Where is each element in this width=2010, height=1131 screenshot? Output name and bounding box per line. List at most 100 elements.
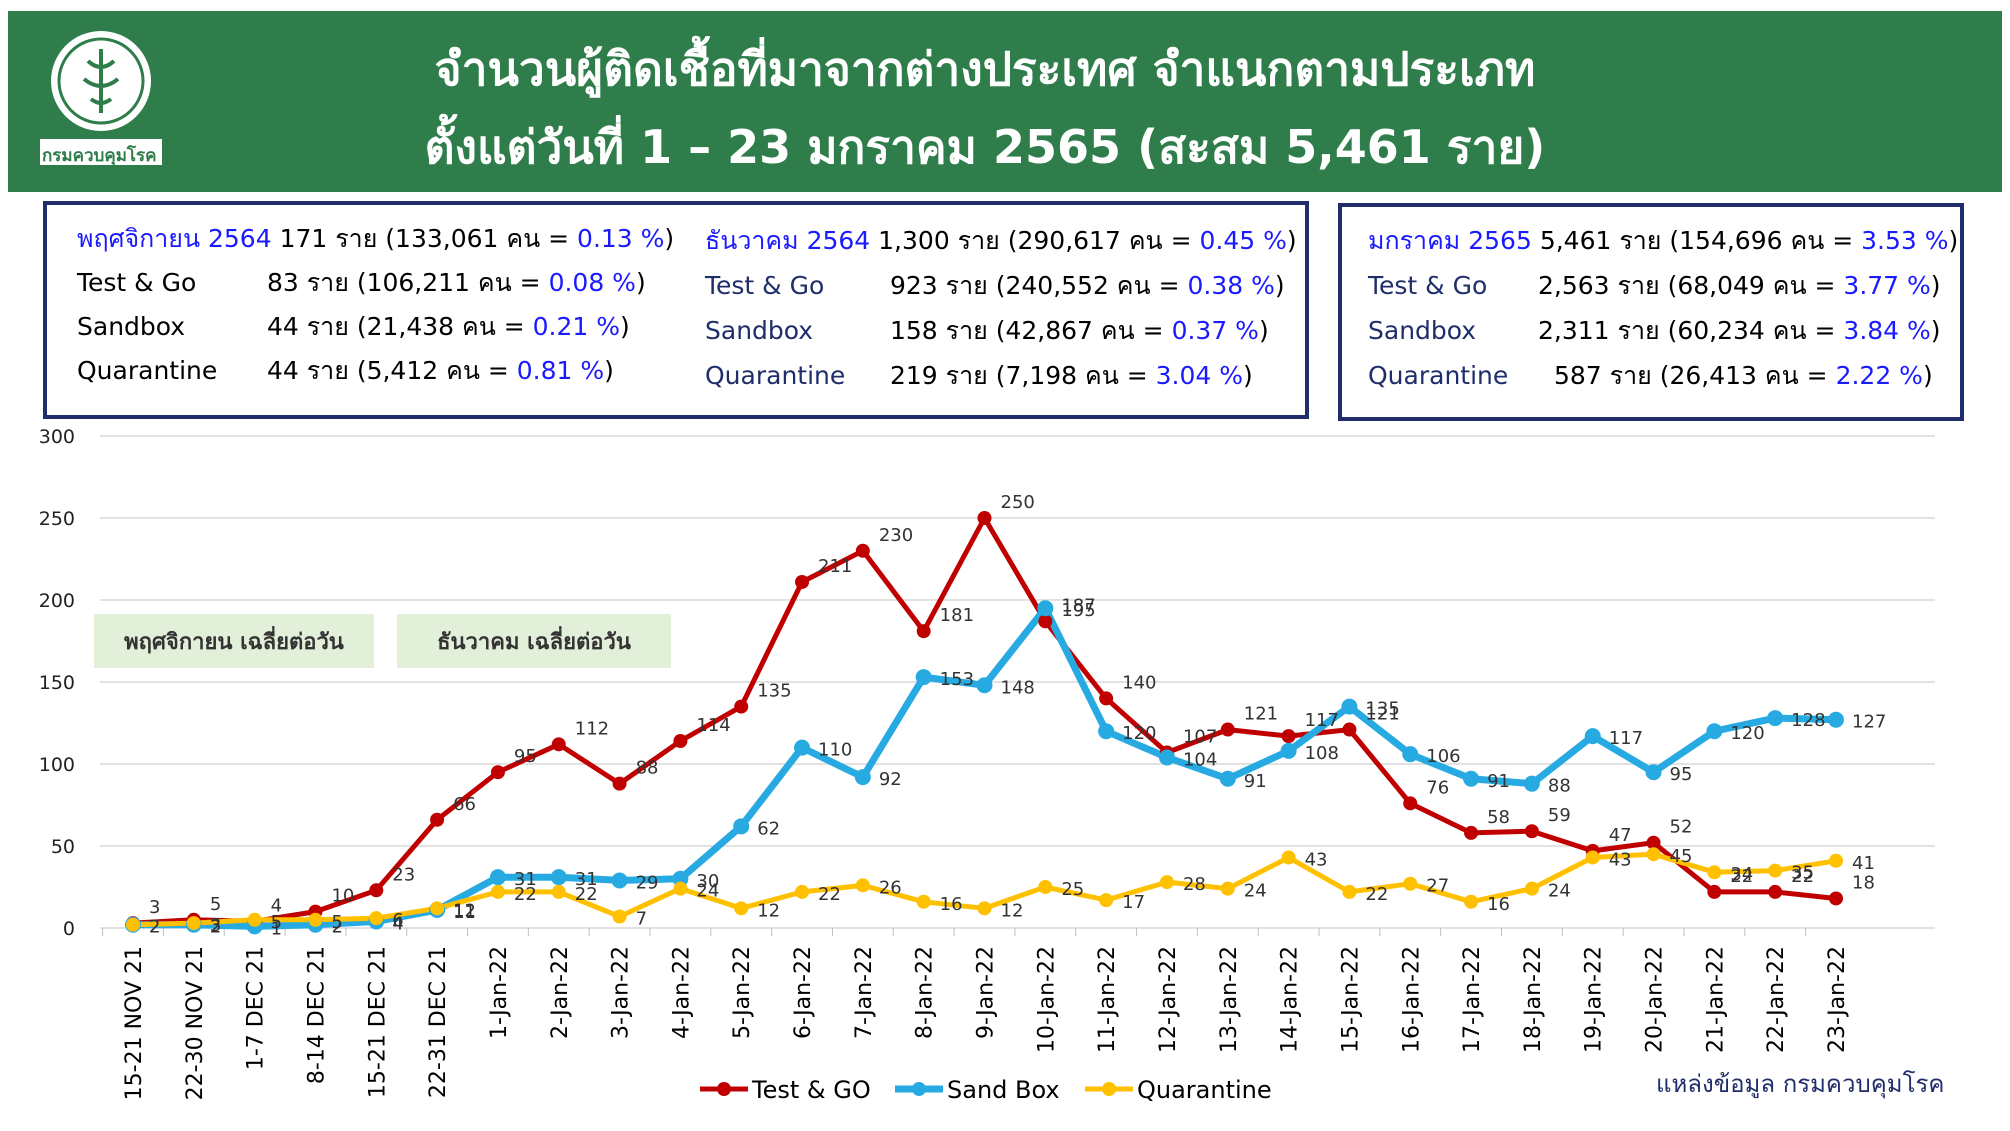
data-point [308,912,323,927]
data-label: 121 [1365,704,1399,725]
data-point [1706,723,1723,740]
data-label: 107 [1183,727,1217,748]
data-point [977,901,992,916]
data-point [1403,876,1418,891]
y-tick-labels: 0 50 100 150 200 250 300 [39,426,75,940]
data-point [430,901,445,916]
row-value: 83 ราย (106,211 คน = [267,268,549,297]
page-title-line1: จำนวนผู้ติดเชื้อที่มาจากต่างประเทศ จำแนก… [434,42,1536,96]
data-label: 34 [1730,864,1753,885]
data-point [734,699,749,714]
data-label: 16 [1487,894,1510,915]
row-label: Test & Go [77,268,197,297]
data-label: 1 [271,918,282,939]
data-point [1463,770,1480,787]
data-source-note: แหล่งข้อมูล กรมควบคุมโรค [1656,1070,1945,1098]
x-tick-label: 9-Jan-22 [974,946,999,1039]
data-label: 16 [940,894,963,915]
data-point [1646,835,1661,850]
row-label: Test & Go [1368,271,1488,300]
data-label: 3 [210,915,221,936]
data-label: 59 [1548,805,1571,826]
data-label: 5 [271,912,282,933]
data-label: 12 [453,900,476,921]
data-label: 22 [575,884,598,905]
row-value: 219 ราย (7,198 คน = [890,361,1156,390]
data-label: 66 [453,794,476,815]
legend-marker [1102,1082,1116,1096]
data-label: 41 [1852,853,1875,874]
row-value: 2,311 ราย (60,234 คน = [1538,316,1844,345]
data-label: 250 [1001,492,1035,513]
row-pct: 0.08 % [548,268,636,297]
data-point [1523,775,1540,792]
data-point [126,917,140,932]
row-value: 2,563 ราย (68,049 คน = [1538,271,1844,300]
data-label: 24 [696,881,719,902]
data-point [1646,847,1661,862]
x-tick-label: 1-7 DEC 21 [244,946,269,1070]
x-tick-label: 20-Jan-22 [1643,946,1668,1053]
dec-total-value: 1,300 ราย (290,617 คน = [878,226,1200,255]
close-paren: ) [604,356,614,385]
x-tick-label: 8-14 DEC 21 [304,946,329,1084]
data-point [1099,691,1114,706]
data-point [1038,614,1053,629]
data-label: 3 [149,897,160,918]
page-title-line2: ตั้งแต่วันที่ 1 – 23 มกราคม 2565 (สะสม 5… [424,120,1546,174]
data-label: 95 [1670,764,1693,785]
data-label: 120 [1122,723,1156,744]
y-tick-label: 300 [39,426,75,448]
data-label: 135 [757,681,791,702]
y-tick-label: 250 [39,508,75,530]
stats-box-jan: มกราคม 2565 5,461 ราย (154,696 คน = 3.53… [1338,203,1964,421]
row-label: Quarantine [77,356,218,385]
data-point [430,812,445,827]
logo-caption: กรมควบคุมโรค [42,146,157,166]
data-label: 22 [1730,866,1753,887]
row-pct: 2.22 % [1835,361,1923,390]
row-value: 923 ราย (240,552 คน = [890,271,1188,300]
close-paren: ) [1930,271,1941,300]
x-tick-label: 13-Jan-22 [1217,946,1242,1053]
row-label: Sandbox [705,316,814,345]
data-point [1829,891,1843,906]
data-point [1524,881,1539,896]
data-point [1707,865,1722,880]
data-label: 2 [149,917,160,938]
close-paren: ) [635,268,646,297]
y-tick-label: 200 [39,590,75,612]
data-point [855,878,870,893]
data-label: 88 [1548,776,1571,797]
x-tick-label: 15-21 DEC 21 [365,946,390,1098]
data-point [673,734,688,749]
row-pct: 3.77 % [1843,271,1931,300]
data-label: 24 [1548,881,1571,902]
row-label: Sandbox [1368,316,1477,345]
legend-marker [912,1082,926,1096]
data-point [1341,698,1358,715]
jan-month-label: มกราคม 2565 [1368,226,1532,255]
data-label: 2 [149,917,160,938]
data-point [489,869,506,886]
data-label: 11 [453,902,476,923]
data-label: 195 [1061,600,1095,621]
jan-testgo-row: Test & Go 2,563 ราย (68,049 คน = 3.77 %) [1368,266,1941,306]
x-tick-label: 17-Jan-22 [1460,946,1485,1053]
data-point [854,769,871,786]
data-label: 120 [1730,723,1764,744]
x-tick-label: 16-Jan-22 [1399,946,1424,1053]
data-point [1158,749,1175,766]
data-point [1219,770,1236,787]
series-lines [132,515,1837,930]
data-label: 148 [1001,677,1035,698]
y-tick-label: 100 [39,754,75,776]
header-banner: กรมควบคุมโรค จำนวนผู้ติดเชื้อที่มาจากต่า… [8,11,2002,192]
data-label: 117 [1305,710,1339,731]
data-label: 121 [1244,704,1278,725]
data-label: 58 [1487,807,1510,828]
data-label: 153 [940,669,974,690]
x-tick-label: 4-Jan-22 [669,946,694,1039]
row-pct: 0.38 % [1187,271,1275,300]
row-value: 158 ราย (42,867 คน = [890,316,1172,345]
